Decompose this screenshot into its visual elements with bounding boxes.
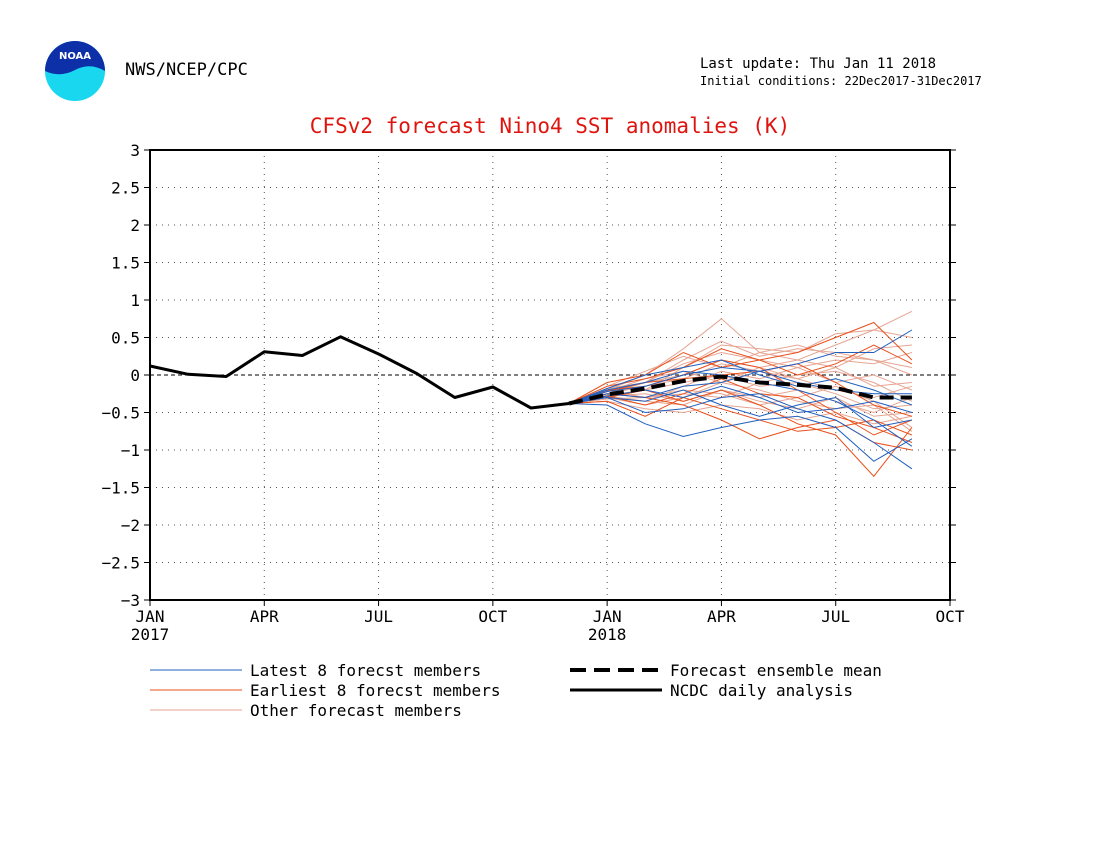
x-tick-label: OCT xyxy=(478,607,507,626)
y-tick-label: 3 xyxy=(130,141,140,160)
chart-title: CFSv2 forecast Nino4 SST anomalies (K) xyxy=(309,114,791,138)
legend-item-earliest: Earliest 8 forecst members xyxy=(150,681,500,700)
legend-label-earliest: Earliest 8 forecst members xyxy=(250,681,500,700)
x-tick-label: JAN xyxy=(136,607,165,626)
y-tick-label: −2 xyxy=(121,516,140,535)
initial-conditions-label: Initial conditions: 22Dec2017-31Dec2017 xyxy=(700,74,982,88)
legend-item-mean: Forecast ensemble mean xyxy=(570,661,882,680)
series-latest-member xyxy=(568,389,912,429)
x-tick-year-label: 2017 xyxy=(131,625,170,644)
x-tick-year-label: 2018 xyxy=(588,625,627,644)
y-tick-label: 1.5 xyxy=(111,254,140,273)
axes: 32.521.510.50−0.5−1−1.5−2−2.5−3JAN2017AP… xyxy=(101,141,964,644)
series-earliest-member xyxy=(568,363,913,417)
legend-item-other: Other forecast members xyxy=(150,701,462,720)
series-earliest-member xyxy=(568,378,913,443)
y-tick-label: 0.5 xyxy=(111,329,140,348)
x-tick-label: APR xyxy=(707,607,736,626)
series-earliest-member xyxy=(568,396,913,436)
series-latest-member xyxy=(568,366,912,404)
series-latest-member xyxy=(568,385,913,414)
x-tick-label: APR xyxy=(250,607,279,626)
series-other-member xyxy=(568,340,913,404)
series-ensemble-mean xyxy=(568,374,912,406)
x-tick-label: JUL xyxy=(821,607,850,626)
y-tick-label: −0.5 xyxy=(101,404,140,423)
grid xyxy=(150,150,950,600)
y-tick-label: −2.5 xyxy=(101,554,140,573)
noaa-logo: NOAA xyxy=(45,41,105,101)
main-lines xyxy=(149,335,912,410)
series-latest-member xyxy=(568,359,913,406)
series-latest-member xyxy=(568,393,913,470)
legend-item-analysis: NCDC daily analysis xyxy=(570,681,853,700)
forecast-members xyxy=(568,310,913,478)
y-tick-label: −1.5 xyxy=(101,479,140,498)
legend-label-mean: Forecast ensemble mean xyxy=(670,661,882,680)
last-update-label: Last update: Thu Jan 11 2018 xyxy=(700,56,937,72)
x-tick-label: JAN xyxy=(593,607,622,626)
y-tick-label: 0 xyxy=(130,366,140,385)
logo-text: NOAA xyxy=(59,51,91,62)
legend-label-other: Other forecast members xyxy=(250,701,462,720)
y-tick-label: −1 xyxy=(121,441,140,460)
x-tick-label: OCT xyxy=(936,607,965,626)
legend-label-analysis: NCDC daily analysis xyxy=(670,681,853,700)
y-tick-label: 2.5 xyxy=(111,179,140,198)
series-latest-member xyxy=(568,329,913,404)
legend-item-latest: Latest 8 forecst members xyxy=(150,661,481,680)
y-tick-label: −3 xyxy=(121,591,140,610)
series-latest-member xyxy=(568,403,913,462)
organization-label: NWS/NCEP/CPC xyxy=(125,60,248,80)
y-tick-label: 1 xyxy=(130,291,140,310)
x-tick-label: JUL xyxy=(364,607,393,626)
series-earliest-member xyxy=(568,389,913,478)
legend-label-latest: Latest 8 forecst members xyxy=(250,661,481,680)
series-ncdc-analysis xyxy=(149,335,570,410)
series-earliest-member xyxy=(568,344,913,404)
series-other-member xyxy=(568,400,912,425)
y-tick-label: 2 xyxy=(130,216,140,235)
